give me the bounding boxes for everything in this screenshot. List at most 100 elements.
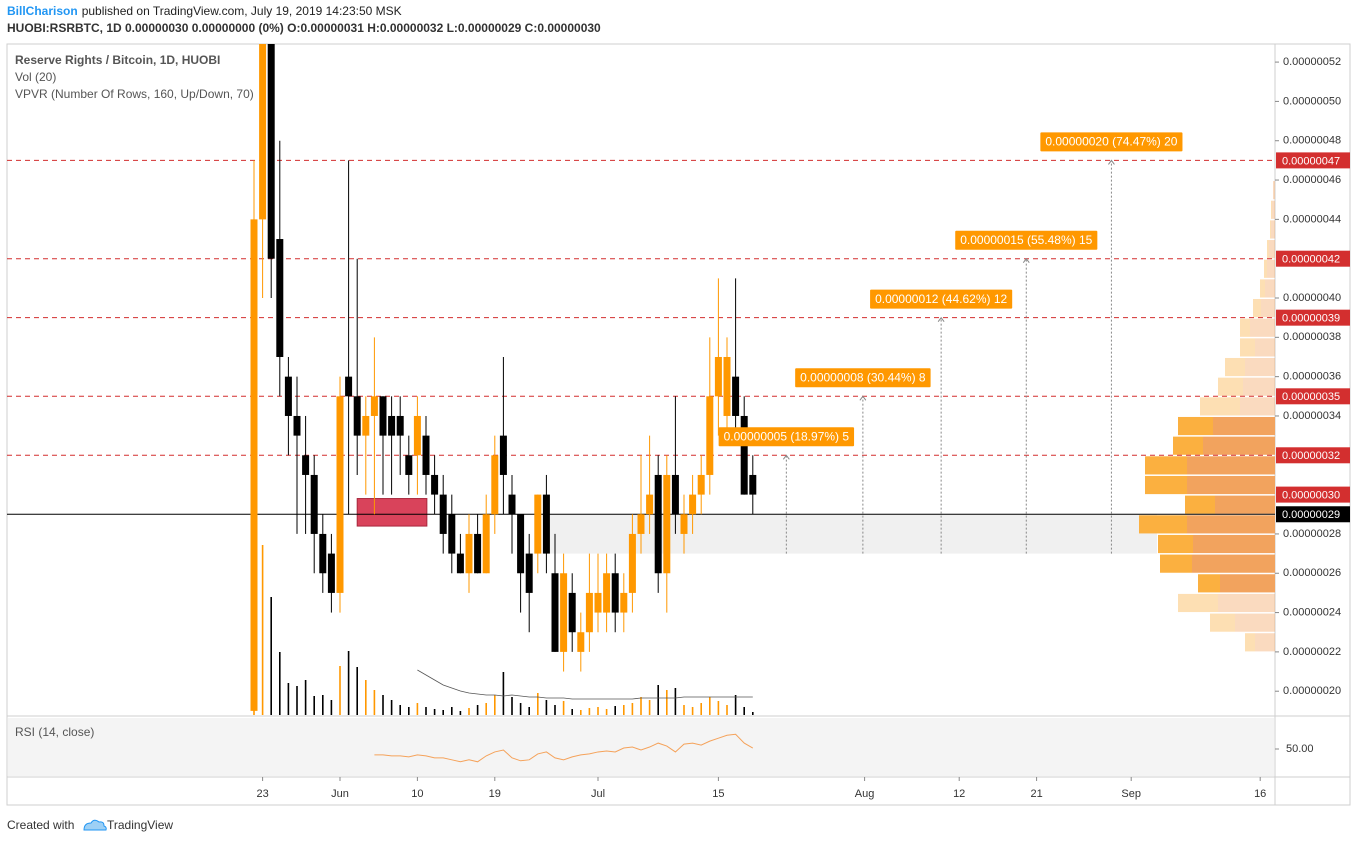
- vpvr-up: [1200, 397, 1240, 416]
- vpvr-down: [1245, 357, 1275, 377]
- volume-bar: [519, 703, 522, 715]
- candle-body: [431, 474, 439, 495]
- volume-bar: [485, 703, 487, 715]
- vpvr-up: [1160, 554, 1192, 573]
- volume-bar: [545, 700, 548, 715]
- vpvr-down: [1250, 318, 1275, 337]
- volume-bar: [597, 707, 599, 715]
- volume-bar: [640, 697, 642, 715]
- vpvr-up: [1240, 318, 1250, 337]
- volume-bar: [528, 707, 530, 715]
- x-tick-label: 19: [489, 788, 501, 800]
- x-tick-label: 23: [256, 788, 268, 800]
- volume-bar: [562, 701, 565, 715]
- measure-box: [1040, 132, 1183, 152]
- candle-body: [654, 474, 662, 574]
- vpvr-up: [1178, 593, 1218, 613]
- vpvr-down: [1192, 554, 1275, 573]
- candle-body: [525, 553, 533, 593]
- y-tick-label: 0.00000050: [1283, 95, 1341, 107]
- author[interactable]: BillCharison: [7, 4, 78, 18]
- vpvr-down: [1261, 299, 1275, 318]
- volume-bar: [502, 672, 505, 715]
- volume-bar: [347, 651, 350, 715]
- volume-ma: [417, 669, 753, 700]
- candle-body: [310, 474, 318, 534]
- vpvr-down: [1273, 181, 1275, 200]
- y-tick-label: 0.00000028: [1283, 528, 1341, 540]
- vpvr-up: [1260, 279, 1265, 298]
- candle-body: [302, 455, 310, 475]
- candle-body: [482, 514, 490, 574]
- level-label-box: [1276, 447, 1350, 464]
- vpvr-up: [1198, 574, 1220, 593]
- candle-body: [276, 239, 284, 357]
- candle-body: [551, 573, 559, 652]
- series-title: Reserve Rights / Bitcoin, 1D, HUOBI: [15, 53, 220, 67]
- x-tick-label: 16: [1254, 788, 1266, 800]
- price-zone: [549, 514, 1157, 554]
- price-label-box: [1276, 506, 1350, 523]
- volume-bar: [313, 696, 315, 715]
- candle-body: [396, 415, 404, 436]
- candle-body: [439, 494, 447, 534]
- vpvr-down: [1272, 200, 1275, 219]
- footer-brand[interactable]: TradingView: [107, 818, 173, 832]
- x-tick-label: Jun: [331, 788, 349, 800]
- vpvr-down: [1187, 456, 1275, 475]
- candle-body: [353, 396, 361, 436]
- candle-body: [611, 573, 619, 613]
- x-tick-label: 10: [411, 788, 423, 800]
- measure-label: 0.00000020 (74.47%) 20: [1045, 135, 1177, 149]
- candle-body: [379, 396, 387, 436]
- y-tick-label: 0.00000040: [1283, 292, 1341, 304]
- vpvr-up: [1271, 200, 1272, 219]
- vpvr-down: [1215, 495, 1275, 514]
- header-line: BillCharison published on TradingView.com…: [7, 4, 402, 18]
- rsi-legend: RSI (14, close): [15, 725, 94, 739]
- vpvr-up: [1253, 299, 1261, 318]
- volume-bar: [554, 705, 556, 715]
- volume-bar: [588, 708, 591, 715]
- measure-box: [870, 289, 1013, 309]
- x-tick-label: Sep: [1121, 788, 1141, 800]
- candle-body: [646, 494, 654, 515]
- vpvr-down: [1271, 220, 1275, 239]
- volume-bar: [537, 693, 539, 715]
- candle-body: [388, 415, 396, 436]
- price-label: 0.00000029: [1282, 509, 1340, 521]
- candle-body: [474, 533, 482, 574]
- x-tick-label: 21: [1030, 788, 1042, 800]
- vpvr-up: [1270, 220, 1271, 239]
- volume-bar: [614, 706, 616, 715]
- candle-body: [327, 553, 335, 593]
- candle-body: [259, 44, 267, 220]
- vpvr-down: [1265, 279, 1275, 298]
- measure-label: 0.00000008 (30.44%) 8: [800, 370, 926, 384]
- volume-bar: [605, 709, 608, 715]
- vpvr-up: [1145, 456, 1187, 475]
- vpvr-down: [1243, 377, 1275, 396]
- vpvr-up: [1173, 436, 1203, 455]
- vpvr-up: [1264, 259, 1267, 278]
- y-tick-label: 0.00000052: [1283, 56, 1341, 68]
- candle-body: [732, 376, 740, 416]
- volume-bar: [734, 695, 737, 715]
- volume-bar: [657, 685, 659, 715]
- volume-bar: [459, 711, 462, 715]
- volume-bar: [623, 705, 625, 715]
- indicator-legend: VPVR (Number Of Rows, 160, Up/Down, 70): [15, 87, 254, 101]
- candle-body: [603, 573, 611, 613]
- volume-bar: [752, 712, 754, 715]
- candle-body: [336, 396, 344, 593]
- vpvr-up: [1145, 475, 1187, 495]
- main-pane: [7, 44, 1275, 715]
- candle-body: [594, 592, 602, 613]
- measure-label: 0.00000005 (18.97%) 5: [724, 429, 850, 443]
- volume-bar: [468, 708, 470, 715]
- volume-bar: [683, 705, 685, 715]
- candle-body: [370, 396, 378, 416]
- candle-body: [345, 376, 353, 397]
